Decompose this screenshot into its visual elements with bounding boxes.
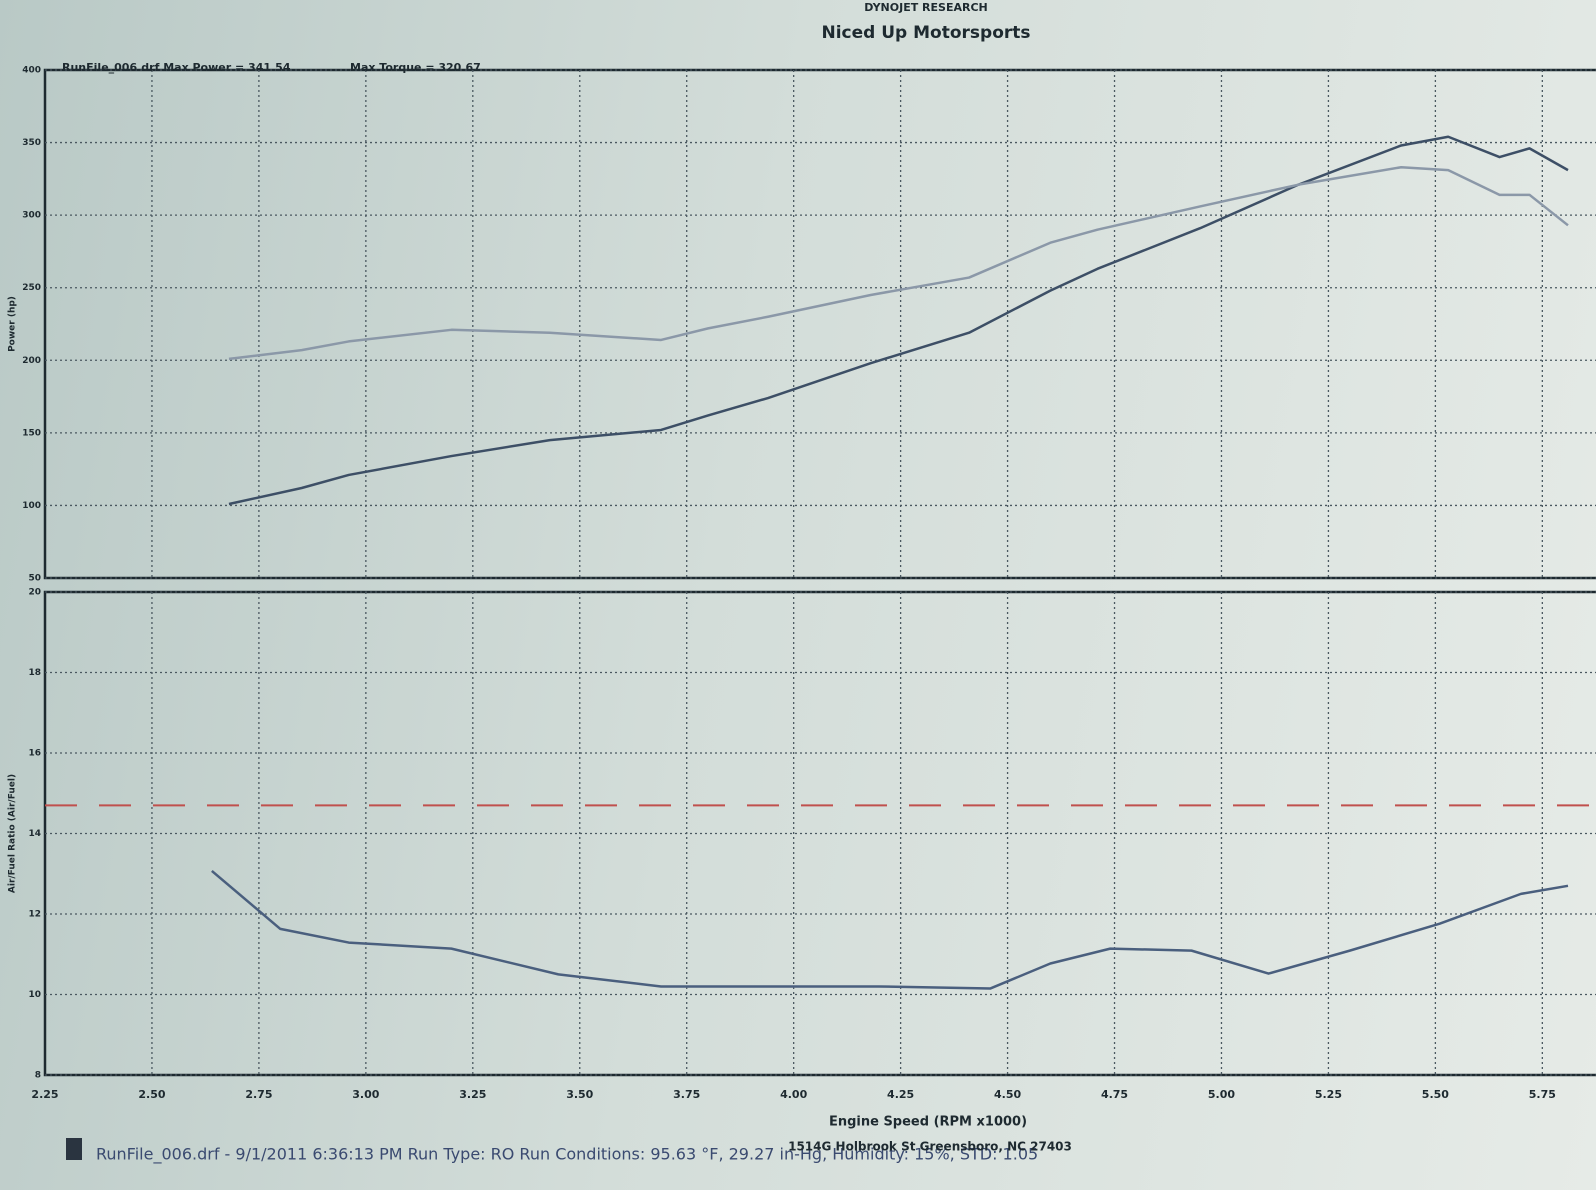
- y-tick-label: 400: [22, 66, 41, 76]
- y-tick-label: 350: [22, 138, 41, 148]
- x-tick-label: 2.25: [31, 1088, 58, 1101]
- x-tick-label: 5.00: [1208, 1088, 1235, 1101]
- y-tick-label: 8: [35, 1071, 41, 1081]
- shop-title: Niced Up Motorsports: [821, 23, 1030, 43]
- y-tick-label: 50: [28, 574, 41, 584]
- x-tick-label: 4.50: [994, 1088, 1021, 1101]
- y-tick-label: 300: [22, 211, 41, 221]
- file-icon: [66, 1138, 82, 1160]
- y-tick-label: 16: [28, 749, 41, 759]
- y-tick-label: 10: [28, 990, 41, 1000]
- x-tick-label: 4.25: [887, 1088, 914, 1101]
- y-tick-label: 200: [22, 356, 41, 366]
- annotation: RunFile_006.drf Max Power = 341.54: [62, 61, 291, 74]
- run-info: RunFile_006.drf - 9/1/2011 6:36:13 PM Ru…: [96, 1145, 1038, 1165]
- x-tick-label: 2.75: [245, 1088, 272, 1101]
- data-line: [228, 165, 1569, 361]
- y-tick-label: 250: [22, 283, 41, 293]
- y-axis-label: Power (hp): [8, 296, 18, 352]
- plot-frame: [43, 68, 1596, 580]
- x-tick-label: 4.75: [1101, 1088, 1128, 1101]
- y-tick-label: 14: [28, 829, 41, 839]
- company: DYNOJET RESEARCH: [864, 1, 987, 14]
- x-tick-label: 5.50: [1422, 1088, 1449, 1101]
- x-tick-label: 3.00: [352, 1088, 379, 1101]
- x-axis-label: Engine Speed (RPM x1000): [829, 1115, 1027, 1130]
- x-tick-label: 2.50: [138, 1088, 165, 1101]
- y-tick-label: 12: [28, 910, 41, 920]
- y-tick-label: 18: [28, 668, 41, 678]
- x-tick-label: 3.25: [459, 1088, 486, 1101]
- annotation: Max Torque = 320.67: [350, 61, 481, 74]
- y-axis-label: Air/Fuel Ratio (Air/Fuel): [8, 774, 18, 893]
- x-tick-label: 3.75: [673, 1088, 700, 1101]
- y-tick-label: 100: [22, 501, 41, 511]
- x-tick-label: 5.25: [1315, 1088, 1342, 1101]
- y-tick-label: 150: [22, 428, 41, 438]
- x-tick-label: 3.50: [566, 1088, 593, 1101]
- address: 1514G Holbrook St Greensboro, NC 27403: [788, 1140, 1072, 1154]
- data-line: [211, 869, 1569, 990]
- x-tick-label: 5.75: [1529, 1088, 1556, 1101]
- data-line: [228, 135, 1569, 506]
- x-tick-label: 4.00: [780, 1088, 807, 1101]
- y-tick-label: 20: [28, 588, 41, 598]
